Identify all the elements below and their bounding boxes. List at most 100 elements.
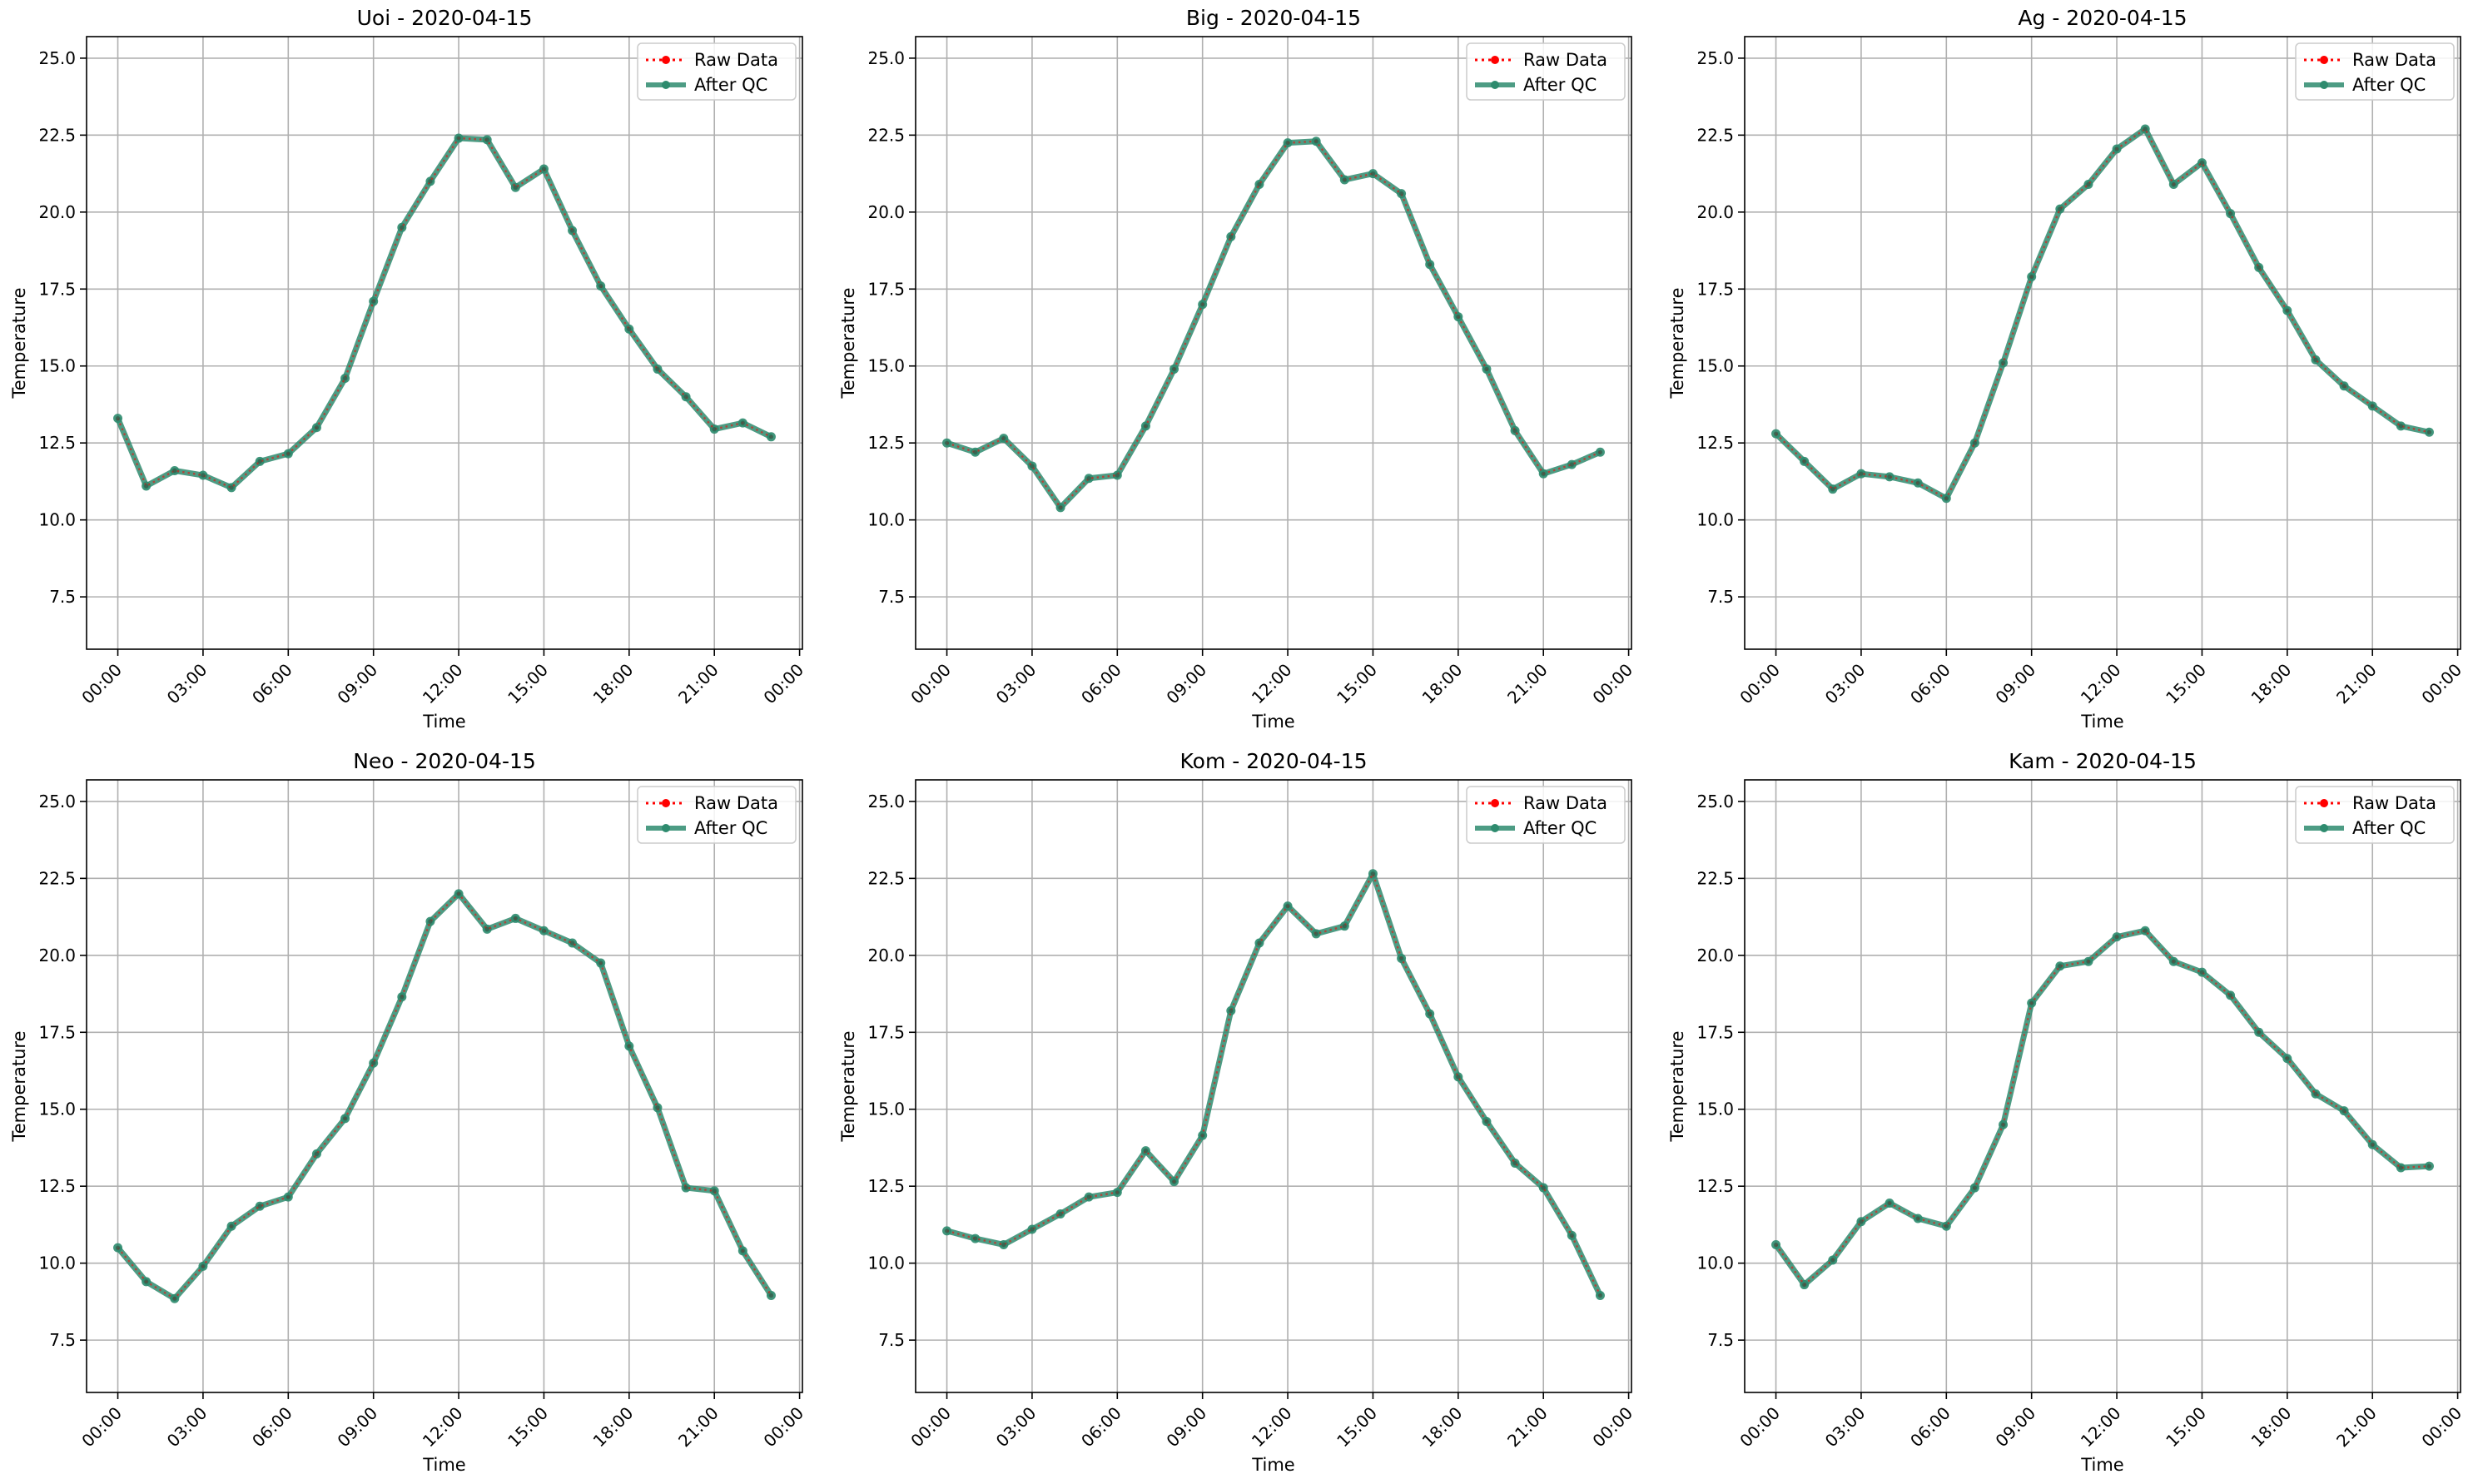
grid bbox=[916, 780, 1631, 1392]
x-axis-label: Time bbox=[422, 1455, 465, 1475]
data-point bbox=[371, 299, 376, 304]
data-point bbox=[1802, 459, 1807, 464]
series-line bbox=[946, 138, 1602, 511]
y-tick-label: 12.5 bbox=[867, 1176, 905, 1196]
series-after-qc bbox=[1771, 926, 2434, 1290]
data-point bbox=[1597, 449, 1603, 454]
data-point bbox=[2426, 1164, 2432, 1169]
data-point bbox=[1030, 1227, 1035, 1232]
data-point bbox=[342, 375, 348, 381]
data-point bbox=[2285, 308, 2290, 313]
chart-panel: Uoi - 2020-04-15 7.5 10.0 12.5 15.0 17.5 20.0 2… bbox=[9, 6, 807, 732]
y-tick-label: 7.5 bbox=[49, 1330, 76, 1350]
data-point bbox=[2257, 1030, 2262, 1035]
data-point bbox=[1773, 431, 1779, 436]
y-tick-label: 25.0 bbox=[38, 48, 76, 68]
data-point bbox=[2171, 181, 2176, 187]
x-tick-label: 09:00 bbox=[333, 660, 381, 708]
y-tick-label: 10.0 bbox=[867, 1253, 905, 1273]
data-point bbox=[115, 1245, 121, 1250]
x-tick-label: 03:00 bbox=[992, 1403, 1040, 1452]
data-point bbox=[1456, 314, 1461, 320]
data-point bbox=[1802, 1282, 1807, 1288]
data-point bbox=[1229, 1008, 1234, 1013]
legend-marker-raw bbox=[1491, 799, 1499, 807]
data-point bbox=[740, 1248, 745, 1253]
x-tick-label: 00:00 bbox=[759, 1403, 807, 1452]
data-point bbox=[2227, 211, 2233, 216]
data-point bbox=[1484, 1119, 1489, 1124]
data-point bbox=[740, 420, 745, 425]
x-tick-label: 12:00 bbox=[2077, 1403, 2125, 1452]
data-point bbox=[1915, 480, 1920, 485]
y-axis-label: Temperature bbox=[838, 287, 858, 399]
x-axis-label: Time bbox=[1251, 712, 1294, 732]
x-tick-label: 00:00 bbox=[2417, 1403, 2466, 1452]
series-after-qc bbox=[113, 133, 776, 493]
legend-marker-raw bbox=[2320, 56, 2328, 64]
series-raw-data bbox=[1773, 928, 2432, 1288]
data-point bbox=[1597, 1293, 1603, 1298]
y-tick-label: 20.0 bbox=[867, 945, 905, 965]
data-point bbox=[1058, 1211, 1063, 1217]
x-tick-label: 18:00 bbox=[1418, 1403, 1467, 1452]
y-tick-label: 20.0 bbox=[1696, 202, 1734, 222]
data-point bbox=[1370, 871, 1376, 876]
data-point bbox=[1030, 464, 1035, 469]
chart-title: Uoi - 2020-04-15 bbox=[357, 6, 533, 30]
y-tick-label: 10.0 bbox=[867, 510, 905, 530]
legend-marker-raw bbox=[662, 56, 670, 64]
data-point bbox=[172, 468, 177, 474]
data-point bbox=[1229, 234, 1234, 240]
series-line bbox=[946, 871, 1603, 1297]
series-line bbox=[946, 871, 1602, 1297]
data-point bbox=[973, 449, 978, 454]
data-point bbox=[371, 1060, 376, 1065]
y-tick-label: 12.5 bbox=[1696, 1176, 1734, 1196]
data-point bbox=[1484, 366, 1489, 372]
grid bbox=[1745, 37, 2461, 649]
grid bbox=[1745, 780, 2461, 1392]
data-point bbox=[2426, 429, 2432, 434]
y-tick-label: 22.5 bbox=[38, 125, 76, 145]
x-tick-label: 12:00 bbox=[419, 1403, 467, 1452]
data-point bbox=[2000, 1122, 2006, 1127]
x-tick-label: 15:00 bbox=[504, 1403, 552, 1452]
y-tick-label: 15.0 bbox=[867, 1099, 905, 1119]
legend: Raw Data After QC bbox=[1466, 786, 1626, 844]
y-tick-label: 15.0 bbox=[38, 356, 76, 376]
y-tick-label: 7.5 bbox=[878, 587, 905, 607]
series-line bbox=[117, 136, 772, 489]
x-tick-label: 00:00 bbox=[1736, 660, 1784, 708]
x-tick-label: 00:00 bbox=[2417, 660, 2466, 708]
y-tick-label: 22.5 bbox=[1696, 125, 1734, 145]
data-point bbox=[2171, 959, 2176, 964]
y-tick-label: 20.0 bbox=[38, 202, 76, 222]
y-tick-label: 25.0 bbox=[867, 48, 905, 68]
legend-marker-raw bbox=[2320, 799, 2328, 807]
data-point bbox=[1314, 139, 1318, 144]
x-tick-label: 03:00 bbox=[163, 1403, 211, 1452]
y-axis-label: Temperature bbox=[1667, 287, 1687, 399]
axes-frame bbox=[1744, 36, 2461, 650]
y-tick-label: 17.5 bbox=[38, 1022, 76, 1042]
x-tick-label: 00:00 bbox=[77, 1403, 126, 1452]
y-tick-label: 25.0 bbox=[867, 792, 905, 811]
data-point bbox=[1115, 1189, 1120, 1195]
axes-frame bbox=[86, 779, 803, 1393]
x-tick-label: 00:00 bbox=[906, 660, 955, 708]
x-tick-label: 09:00 bbox=[1162, 660, 1210, 708]
data-point bbox=[1143, 1149, 1149, 1154]
data-point bbox=[1171, 1179, 1177, 1184]
data-point bbox=[1285, 140, 1290, 146]
data-point bbox=[1541, 471, 1546, 476]
x-tick-label: 21:00 bbox=[674, 1403, 723, 1452]
legend-marker-qc bbox=[1491, 824, 1499, 832]
x-tick-label: 18:00 bbox=[2247, 1403, 2296, 1452]
x-tick-label: 12:00 bbox=[1248, 660, 1296, 708]
x-tick-label: 09:00 bbox=[333, 1403, 381, 1452]
legend: Raw Data After QC bbox=[637, 42, 797, 101]
data-point bbox=[1200, 1133, 1205, 1138]
y-tick-label: 15.0 bbox=[1696, 356, 1734, 376]
